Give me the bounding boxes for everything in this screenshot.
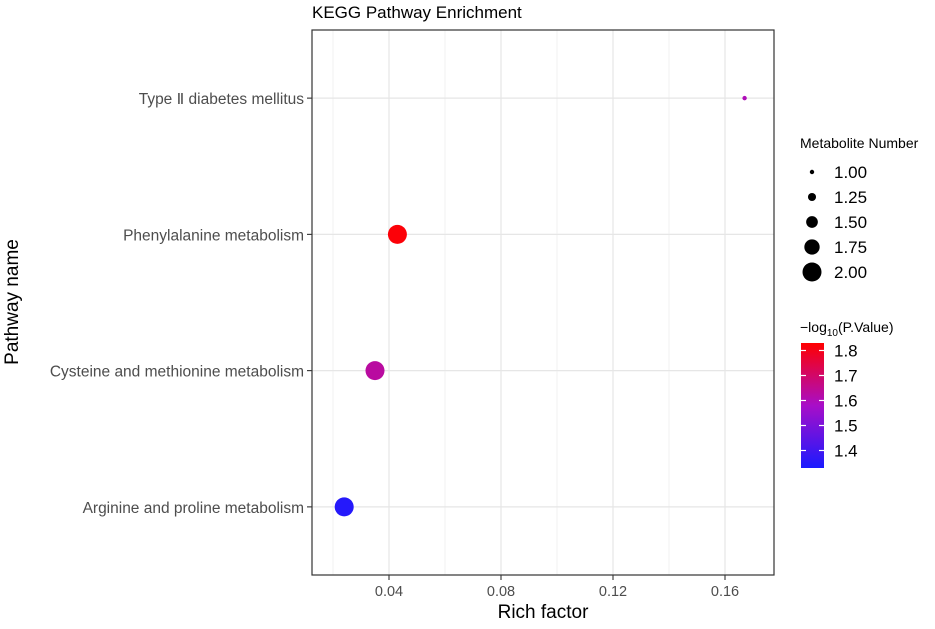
panel-background [312,30,774,575]
size-legend-title: Metabolite Number [800,135,919,151]
size-legend-key [809,169,815,175]
plot-panel [311,29,775,576]
color-legend-label: 1.4 [834,442,858,461]
color-legend-title-subscript: 10 [827,328,839,339]
data-point [387,224,407,244]
size-legend-label: 1.00 [834,163,867,182]
panel-border [311,29,775,576]
size-legend-label: 1.75 [834,238,867,257]
y-tick-label: Cysteine and methionine metabolism [50,364,304,381]
chart-title: KEGG Pathway Enrichment [312,3,522,22]
x-axis-label: Rich factor [498,602,589,623]
color-legend-label: 1.8 [834,342,858,361]
y-axis: Type Ⅱ diabetes mellitus Phenylalanine me… [50,91,312,517]
x-tick-label: 0.08 [487,584,515,600]
y-axis-label: Pathway name [2,239,23,365]
x-tick-label: 0.04 [375,584,403,600]
size-legend: Metabolite Number 1.00 1.25 1.50 1.75 2.00 [800,135,919,282]
size-legend-label: 2.00 [834,263,867,282]
data-point [334,497,354,517]
color-legend-label: 1.5 [834,417,858,436]
size-legend-key [806,216,818,228]
size-legend-label: 1.25 [834,188,867,207]
data-point [742,95,747,101]
color-legend-bar [801,343,824,468]
x-tick-label: 0.16 [711,584,739,600]
color-legend-label: 1.7 [834,367,858,386]
color-legend-title-prefix: −log [800,319,827,335]
color-legend-title: −log10(P.Value) [800,319,894,339]
data-point [365,361,385,381]
data-points [334,95,747,517]
color-legend-title-suffix: (P.Value) [838,319,894,335]
x-tick-label: 0.12 [599,584,627,600]
size-legend-key [807,192,817,202]
size-legend-label: 1.50 [834,213,867,232]
y-tick-label: Phenylalanine metabolism [123,227,304,244]
color-legend-label: 1.6 [834,392,858,411]
size-legend-key [802,262,822,282]
size-legend-key [804,239,820,255]
x-axis: 0.04 0.08 0.12 0.16 [375,575,739,600]
grid-lines [312,30,774,575]
y-tick-label: Arginine and proline metabolism [83,500,304,517]
color-legend: −log10(P.Value) 1.8 1.7 1.6 1.5 1.4 [800,319,894,468]
y-tick-label: Type Ⅱ diabetes mellitus [139,91,305,108]
